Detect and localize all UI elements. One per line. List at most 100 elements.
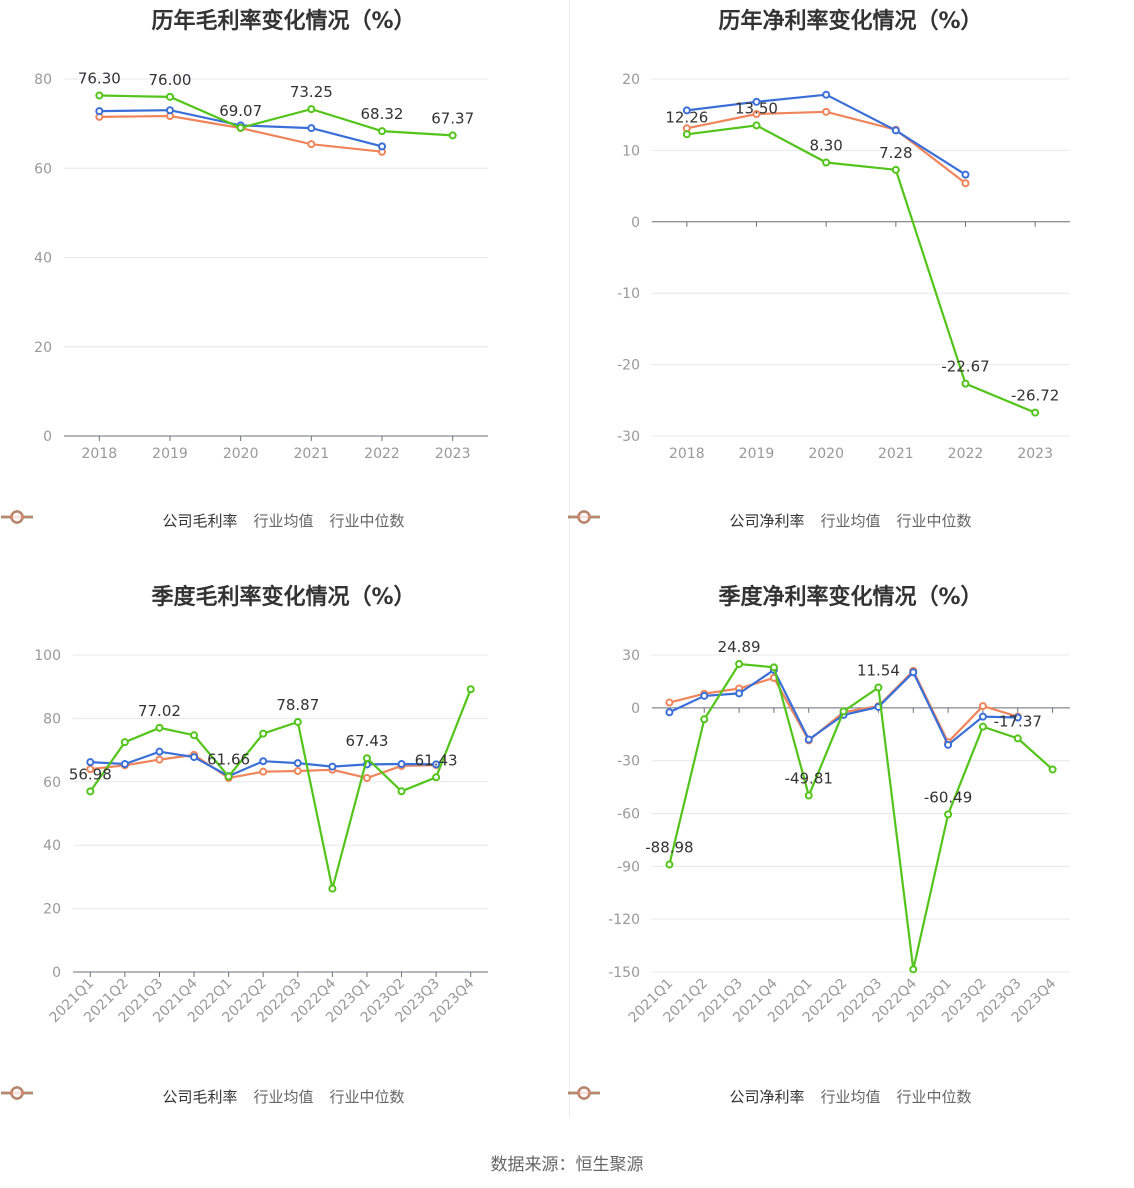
- data-point-company: [769, 663, 778, 672]
- data-label: 76.30: [78, 70, 121, 88]
- data-label: 12.26: [665, 108, 708, 126]
- data-point-company: [378, 127, 386, 136]
- y-tick-label: 0: [52, 965, 61, 981]
- y-tick-label: 60: [43, 775, 61, 791]
- y-tick-label: -60: [617, 807, 640, 823]
- data-label: 67.43: [345, 732, 388, 750]
- legend-item-company[interactable]: 公司净利率: [568, 510, 804, 531]
- data-point-company: [978, 722, 987, 731]
- data-point-company: [874, 683, 883, 692]
- data-point-industry_avg: [293, 759, 302, 768]
- data-point-company: [259, 729, 268, 738]
- series-line-industry_median: [99, 114, 383, 153]
- data-point-industry_avg: [752, 97, 761, 106]
- y-tick-label: 0: [43, 429, 52, 445]
- panel-divider: [569, 0, 570, 1118]
- legend-item-industry_median[interactable]: 行业中位数: [1, 1086, 405, 1107]
- legend-label: 行业中位数: [329, 1088, 405, 1106]
- legend-label: 公司毛利率: [162, 1088, 238, 1106]
- legend-label: 行业均值: [253, 512, 314, 530]
- data-point-industry_avg: [961, 170, 970, 179]
- data-point-industry_avg: [432, 760, 441, 769]
- data-point-industry_avg: [397, 760, 406, 769]
- data-point-industry_avg: [700, 691, 709, 700]
- data-label: 13.50: [735, 99, 778, 117]
- legend-item-industry_avg[interactable]: 行业均值: [1, 1086, 314, 1107]
- legend-label: 行业中位数: [896, 1088, 972, 1106]
- x-tick-label: 2023: [1017, 446, 1053, 462]
- legend-marker-icon: [568, 510, 600, 524]
- chart-title: 历年净利率变化情况（%）: [718, 9, 983, 34]
- data-point-industry_median: [665, 698, 674, 707]
- data-point-company: [236, 123, 245, 132]
- data-label: -17.37: [994, 712, 1042, 730]
- y-tick-label: -150: [608, 965, 640, 981]
- data-label: 76.00: [149, 71, 192, 89]
- y-tick-label: 20: [622, 72, 640, 88]
- data-point-industry_avg: [978, 712, 987, 721]
- data-point-industry_avg: [665, 708, 674, 717]
- legend-item-company[interactable]: 公司毛利率: [1, 1086, 238, 1107]
- data-point-industry_median: [307, 140, 316, 149]
- data-label: 67.37: [431, 109, 474, 127]
- series-line-company: [686, 124, 1036, 414]
- data-point-industry_avg: [682, 106, 691, 115]
- legend-item-industry_avg[interactable]: 行业均值: [568, 1086, 881, 1107]
- data-point-company: [735, 659, 744, 668]
- legend-item-industry_median[interactable]: 行业中位数: [1, 510, 405, 531]
- legend-label: 行业中位数: [896, 512, 972, 530]
- data-point-company: [362, 754, 371, 763]
- data-point-company: [397, 787, 406, 796]
- legend-item-industry_median[interactable]: 行业中位数: [568, 1086, 972, 1107]
- data-label: -49.81: [785, 770, 833, 788]
- y-tick-label: 30: [622, 648, 640, 664]
- chart-panel-annual-net-margin: 历年净利率变化情况（%） -30 -20 -10 0 10 20 2018 2019 2020 2…: [567, 0, 1134, 560]
- legend-item-company[interactable]: 公司毛利率: [1, 510, 237, 531]
- data-label: 7.28: [879, 144, 912, 162]
- data-label: 69.07: [219, 102, 262, 120]
- legend-item-industry_avg[interactable]: 行业均值: [1, 510, 314, 531]
- y-tick-label: 40: [34, 251, 52, 267]
- chart-legend: 公司净利率 行业均值 行业中位数: [567, 1086, 1134, 1107]
- legend-marker-icon: [1, 510, 33, 524]
- data-point-industry_avg: [86, 758, 95, 767]
- data-point-industry_avg: [804, 735, 813, 744]
- data-point-industry_avg: [735, 689, 744, 698]
- data-point-company: [1031, 408, 1040, 417]
- data-point-industry_avg: [328, 762, 337, 771]
- x-tick-label: 2020: [223, 446, 259, 462]
- data-source-note: 数据来源：恒生聚源: [490, 1155, 644, 1175]
- x-tick-label: 2018: [82, 446, 118, 462]
- data-point-industry_median: [822, 107, 831, 116]
- chart-title: 季度净利率变化情况（%）: [718, 585, 983, 610]
- legend-label: 行业均值: [253, 1088, 314, 1106]
- chart-title: 季度毛利率变化情况（%）: [151, 585, 416, 610]
- data-point-industry_avg: [190, 753, 199, 762]
- data-point-company: [155, 723, 164, 732]
- y-tick-label: -120: [608, 912, 640, 928]
- data-point-company: [1013, 734, 1022, 743]
- legend-item-industry_avg[interactable]: 行业均值: [568, 510, 881, 531]
- data-point-industry_avg: [822, 90, 831, 99]
- data-label: -26.72: [1011, 387, 1059, 405]
- legend-item-company[interactable]: 公司净利率: [568, 1086, 804, 1107]
- data-point-company: [120, 738, 129, 747]
- chart-plot: 0204060801002021Q12021Q22021Q32021Q42022…: [34, 648, 488, 1026]
- data-label: 73.25: [290, 83, 333, 101]
- data-point-industry_median: [362, 773, 371, 782]
- data-point-industry_median: [752, 109, 761, 118]
- chart-plot: -150-120-90-60-300302021Q12021Q22021Q320…: [608, 638, 1070, 1026]
- y-tick-label: 0: [631, 215, 640, 231]
- series-line-company: [668, 662, 1054, 970]
- data-point-company: [307, 105, 316, 114]
- data-label: 68.32: [361, 105, 404, 123]
- chart-panel-annual-gross-margin: 历年毛利率变化情况（%） 0 20 40 60 80 2018 2019 2020 2021 20…: [0, 0, 567, 560]
- series-line-company: [99, 94, 453, 137]
- chart-legend: 公司毛利率 行业均值 行业中位数: [0, 510, 567, 531]
- data-point-company: [665, 860, 674, 869]
- y-tick-label: 10: [622, 143, 640, 159]
- x-tick-label: 2020: [808, 446, 844, 462]
- legend-item-industry_median[interactable]: 行业中位数: [568, 510, 972, 531]
- y-tick-label: -30: [617, 754, 640, 770]
- data-point-company: [909, 965, 918, 974]
